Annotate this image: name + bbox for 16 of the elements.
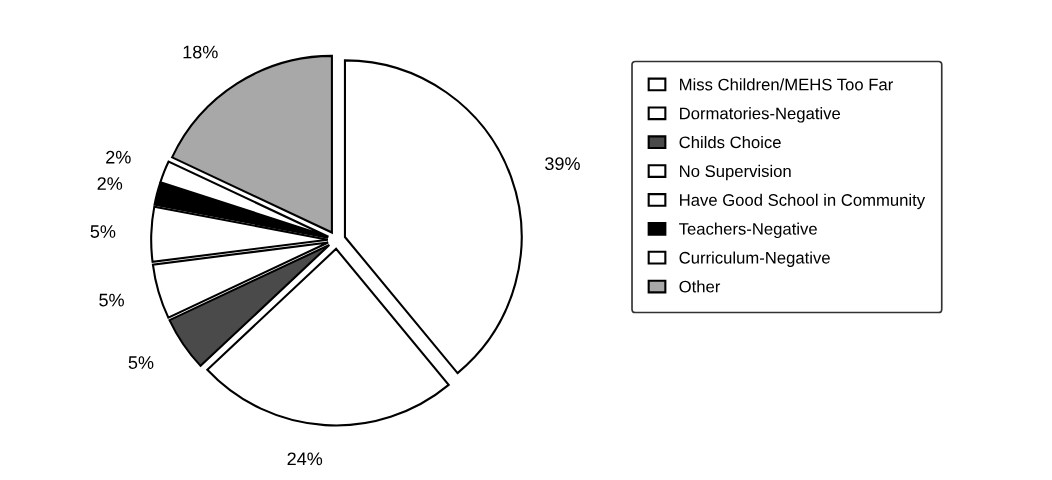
legend-label: Childs Choice bbox=[679, 135, 781, 149]
data-label: 18% bbox=[183, 45, 218, 59]
data-label: 2% bbox=[97, 177, 123, 190]
data-label: 5% bbox=[128, 356, 154, 369]
data-label: 24% bbox=[287, 452, 323, 466]
data-label: 2% bbox=[106, 150, 131, 164]
data-label: 5% bbox=[90, 225, 116, 238]
legend-label: Have Good School in Community bbox=[680, 193, 926, 210]
data-label: 39% bbox=[545, 157, 580, 171]
legend-label: Other bbox=[679, 280, 721, 293]
legend-label: Miss Children/MEHS Too Far bbox=[680, 78, 893, 91]
legend-label: Dormatories-Negative bbox=[680, 107, 841, 123]
legend-label: No Supervision bbox=[680, 164, 791, 181]
data-label: 5% bbox=[99, 293, 124, 307]
legend-label: Teachers-Negative bbox=[679, 222, 817, 239]
legend-label: Curriculum-Negative bbox=[679, 251, 830, 267]
